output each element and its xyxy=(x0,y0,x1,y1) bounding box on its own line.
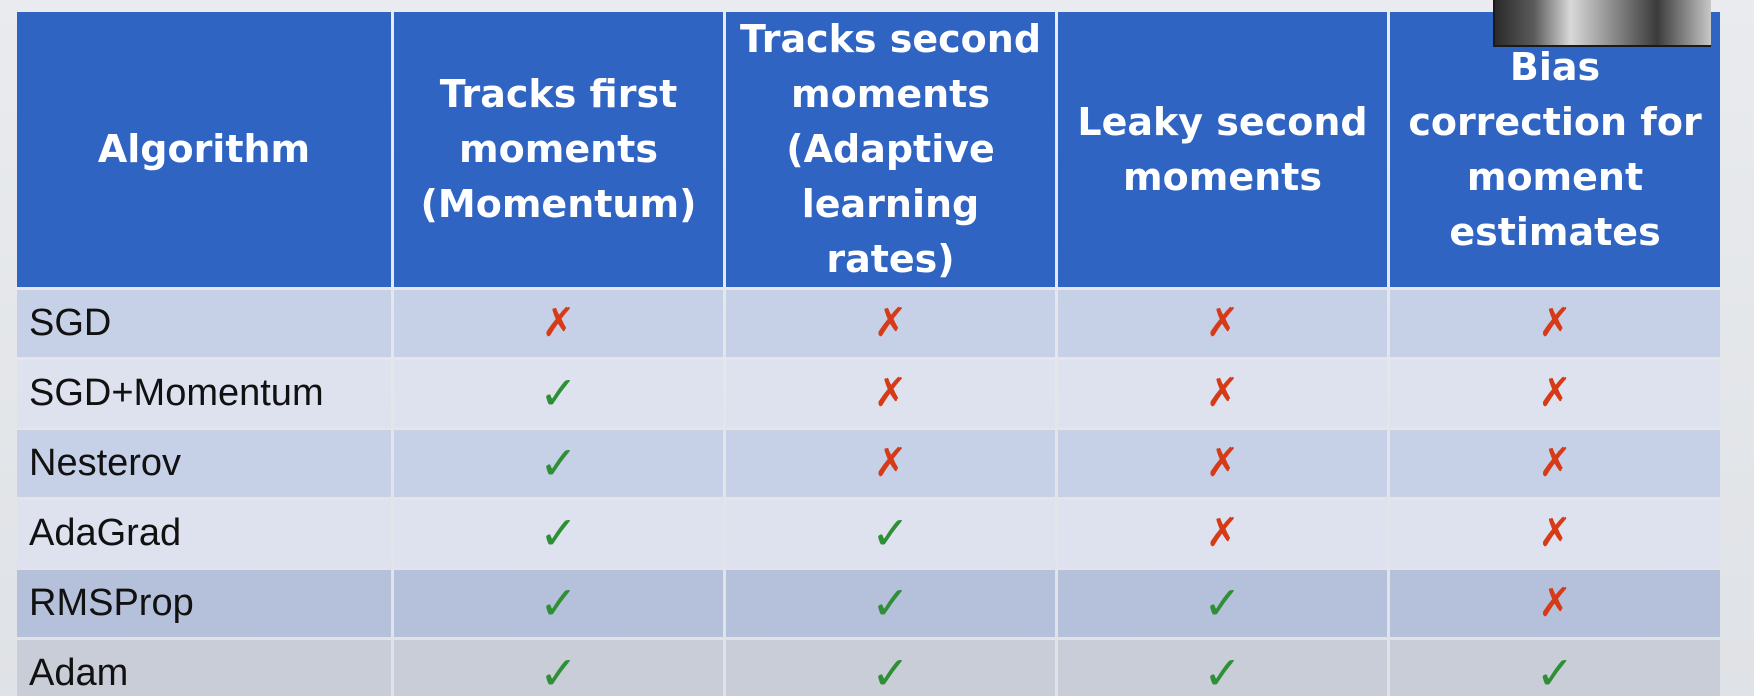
cross-icon: ✗ xyxy=(873,440,908,486)
table-row: SGD+Momentum ✓ ✗ ✗ ✗ xyxy=(17,360,1720,427)
cross-icon: ✗ xyxy=(1538,370,1572,416)
header-row: Algorithm Tracks first moments (Momentum… xyxy=(17,12,1720,287)
header-first-moments: Tracks first moments (Momentum) xyxy=(394,12,723,287)
table-row: RMSProp ✓ ✓ ✓ ✗ xyxy=(17,570,1720,637)
algorithm-name: RMSProp xyxy=(17,570,391,637)
cross-icon: ✗ xyxy=(1538,440,1572,486)
cross-icon: ✗ xyxy=(873,300,908,346)
header-leaky-second-moments: Leaky second moments xyxy=(1058,12,1387,287)
cross-icon: ✗ xyxy=(1205,440,1240,486)
check-icon: ✓ xyxy=(1203,575,1242,630)
table-row: AdaGrad ✓ ✓ ✗ ✗ xyxy=(17,500,1720,567)
algorithm-name: Nesterov xyxy=(17,430,391,497)
check-icon: ✓ xyxy=(539,365,578,420)
check-icon: ✓ xyxy=(871,645,910,696)
table-row: Adam ✓ ✓ ✓ ✓ xyxy=(17,640,1720,696)
cross-icon: ✗ xyxy=(1538,510,1572,556)
table-row: SGD ✗ ✗ ✗ ✗ xyxy=(17,290,1720,357)
optimizer-comparison-table: Algorithm Tracks first moments (Momentum… xyxy=(14,9,1723,696)
cross-icon: ✗ xyxy=(873,370,908,416)
algorithm-name: Adam xyxy=(17,640,391,696)
cross-icon: ✗ xyxy=(1205,300,1240,346)
table-row: Nesterov ✓ ✗ ✗ ✗ xyxy=(17,430,1720,497)
cross-icon: ✗ xyxy=(1538,300,1572,346)
check-icon: ✓ xyxy=(1203,645,1242,696)
check-icon: ✓ xyxy=(539,435,578,490)
webcam-thumbnail xyxy=(1493,0,1711,47)
cross-icon: ✗ xyxy=(1205,370,1240,416)
check-icon: ✓ xyxy=(539,575,578,630)
check-icon: ✓ xyxy=(539,505,578,560)
header-second-moments: Tracks second moments (Adaptive learning… xyxy=(726,12,1055,287)
check-icon: ✓ xyxy=(1535,645,1575,696)
check-icon: ✓ xyxy=(871,505,910,560)
check-icon: ✓ xyxy=(871,575,910,630)
algorithm-name: SGD xyxy=(17,290,391,357)
header-bias-correction: Bias correction for moment estimates xyxy=(1390,12,1720,287)
cross-icon: ✗ xyxy=(541,300,576,346)
algorithm-name: AdaGrad xyxy=(17,500,391,567)
cross-icon: ✗ xyxy=(1538,580,1572,626)
cross-icon: ✗ xyxy=(1205,510,1240,556)
algorithm-name: SGD+Momentum xyxy=(17,360,391,427)
check-icon: ✓ xyxy=(539,645,578,696)
header-algorithm: Algorithm xyxy=(17,12,391,287)
